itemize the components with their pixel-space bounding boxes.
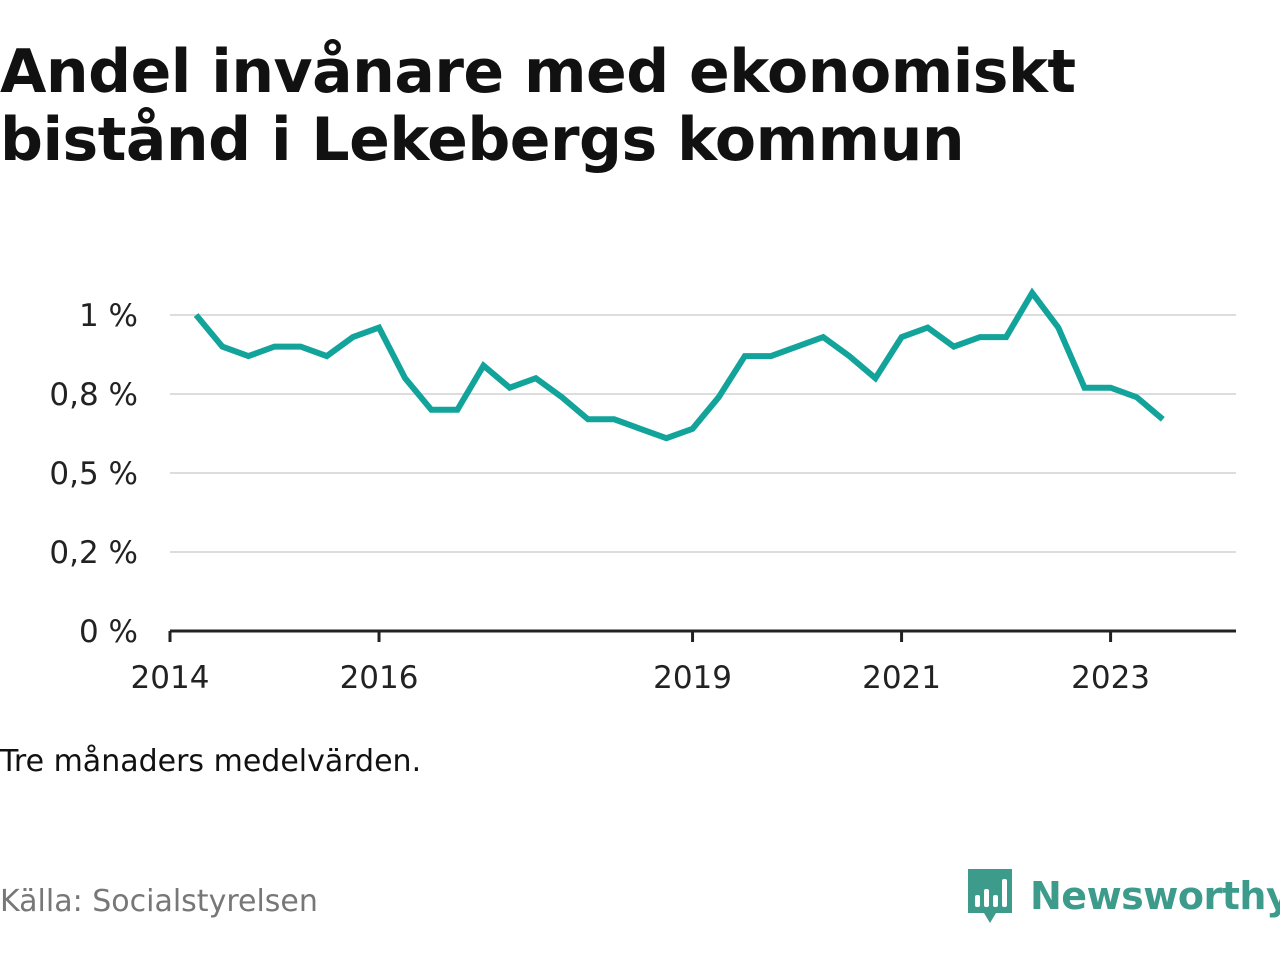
x-axis: 2014 2016 2019 2021 2023 [131,629,1236,696]
x-tick-label: 2014 [131,660,210,696]
chart-title: Andel invånare med ekonomiskt bistånd i … [0,37,1076,175]
brand-name: Newsworthy [1030,874,1280,918]
y-tick-label: 0,2 % [49,535,138,571]
line-chart: 1 %0,8 %0,5 %0,2 %0 % 2014 2016 2019 2021 20… [49,287,1236,696]
x-tick-label: 2023 [1071,660,1150,696]
newsworthy-logo-icon [968,869,1012,923]
source-text: Källa: Socialstyrelsen [0,884,318,919]
series-line [193,287,1165,442]
x-tick-label: 2021 [862,660,941,696]
chart-note: Tre månaders medelvärden. [0,744,422,779]
data-series [193,287,1165,442]
y-axis-ticks: 1 % 0,8 % 0,5 % 0,2 % 0 % [49,298,138,650]
x-tick-label: 2016 [340,660,419,696]
x-tick-label: 2019 [653,660,732,696]
y-tick-label: 0,8 % [49,377,138,413]
y-tick-label: 0 % [79,614,138,650]
y-tick-label: 0,5 % [49,456,138,492]
brand-logo[interactable]: Newsworthy [964,864,1280,928]
gridlines [170,314,1236,553]
y-tick-label: 1 % [79,298,138,334]
